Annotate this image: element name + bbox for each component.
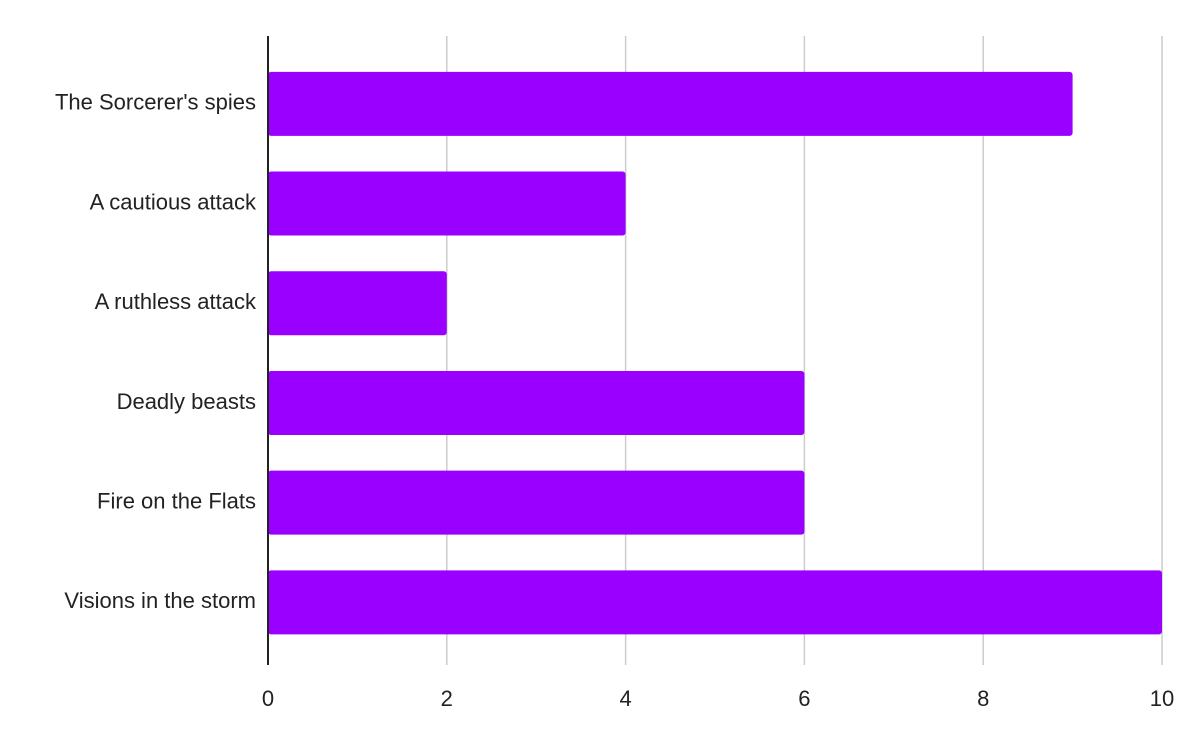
category-label: Deadly beasts (117, 389, 256, 414)
category-label: A cautious attack (90, 189, 257, 214)
x-tick-label: 8 (977, 686, 989, 711)
x-tick-label: 10 (1150, 686, 1174, 711)
x-tick-label: 6 (798, 686, 810, 711)
x-tick-labels: 0 2 4 6 8 10 (262, 686, 1174, 711)
bar (268, 370, 805, 435)
bar (268, 570, 1162, 635)
bar (268, 171, 626, 236)
bar (268, 71, 1073, 136)
category-label: Fire on the Flats (97, 488, 256, 513)
x-tick-label: 0 (262, 686, 274, 711)
bars (268, 71, 1162, 635)
category-label: A ruthless attack (95, 289, 257, 314)
x-tick-label: 2 (441, 686, 453, 711)
bar (268, 271, 447, 336)
category-label: The Sorcerer's spies (55, 90, 256, 115)
x-tick-label: 4 (619, 686, 631, 711)
category-label: Visions in the storm (64, 588, 256, 613)
category-labels: The Sorcerer's spies A cautious attack A r… (55, 90, 257, 613)
bar (268, 470, 805, 535)
gridlines (446, 36, 1163, 665)
